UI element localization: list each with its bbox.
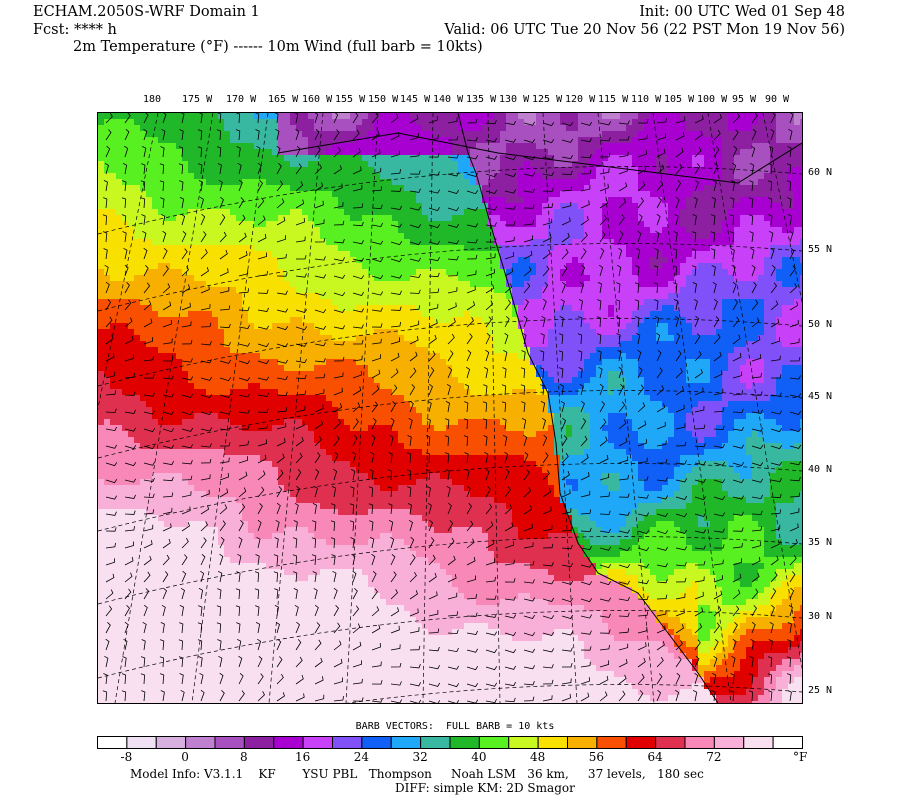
color-bar-tick-label: -8	[120, 750, 133, 764]
longitude-label: 160 W	[302, 94, 333, 105]
longitude-label: 145 W	[400, 94, 431, 105]
longitude-label: 135 W	[466, 94, 497, 105]
latitude-label: 55 N	[808, 244, 833, 255]
longitude-label: 150 W	[368, 94, 399, 105]
longitude-label: 155 W	[335, 94, 366, 105]
longitude-label: 100 W	[697, 94, 728, 105]
latitude-label: 60 N	[808, 167, 833, 178]
color-bar-swatch	[537, 736, 568, 749]
latitude-label: 45 N	[808, 391, 833, 402]
color-bar-tick-label: 56	[588, 750, 605, 764]
color-bar-tick-label: 32	[412, 750, 428, 764]
color-bar-swatch	[596, 736, 627, 749]
forecast-hour: Fcst: **** h	[33, 22, 117, 38]
color-bar-swatch	[332, 736, 363, 749]
color-bar-swatch	[508, 736, 539, 749]
latitude-label: 30 N	[808, 611, 833, 622]
longitude-label: 130 W	[499, 94, 530, 105]
color-bar-swatch	[273, 736, 304, 749]
longitude-label: 125 W	[532, 94, 563, 105]
longitude-label: 140 W	[433, 94, 464, 105]
temperature-field	[98, 113, 802, 703]
wind-barbs	[102, 113, 802, 703]
color-bar-tick-label: 48	[529, 750, 546, 764]
longitude-label: 180	[142, 94, 162, 105]
temperature-wind-map	[97, 112, 803, 704]
color-bar-swatch	[243, 736, 275, 749]
color-bar-tick-label: 64	[647, 750, 663, 764]
color-bar-tick-label: 8	[240, 750, 248, 764]
color-bar-swatch	[97, 736, 128, 749]
color-bar-swatch	[390, 736, 422, 749]
color-bar-swatch	[713, 736, 745, 749]
color-bar-swatch	[126, 736, 157, 749]
coastline	[277, 113, 802, 703]
longitude-label: 170 W	[226, 94, 257, 105]
color-bar-swatch	[743, 736, 774, 749]
longitude-label: 105 W	[664, 94, 695, 105]
color-bar-tick-label: 72	[706, 750, 722, 764]
longitude-label: 115 W	[598, 94, 629, 105]
color-bar-swatch	[772, 736, 803, 749]
diff-info: DIFF: simple KM: 2D Smagor	[395, 781, 575, 795]
latitude-label: 35 N	[808, 537, 833, 548]
unit-label: °F	[793, 750, 808, 764]
valid-time: Valid: 06 UTC Tue 20 Nov 56 (22 PST Mon …	[444, 22, 845, 38]
color-bar-swatch	[155, 736, 187, 749]
longitude-label: 165 W	[268, 94, 299, 105]
color-bar-swatch	[302, 736, 333, 749]
longitude-label: 110 W	[631, 94, 662, 105]
map-title: ECHAM.2050S-WRF Domain 1	[33, 4, 260, 20]
longitude-label: 120 W	[565, 94, 596, 105]
latitude-label: 25 N	[808, 685, 833, 696]
model-info: Model Info: V3.1.1 KF YSU PBL Thompson N…	[130, 767, 704, 781]
color-bar-swatch	[420, 736, 451, 749]
color-bar-swatch	[449, 736, 480, 749]
color-bar	[97, 736, 803, 749]
color-bar-tick-label: 24	[353, 750, 370, 764]
init-time: Init: 00 UTC Wed 01 Sep 48	[639, 4, 845, 20]
color-bar-swatch	[478, 736, 510, 749]
color-bar-swatch	[684, 736, 715, 749]
color-bar-swatch	[361, 736, 392, 749]
latitude-label: 40 N	[808, 464, 833, 475]
color-bar-tick-label: 16	[294, 750, 311, 764]
latitude-label: 50 N	[808, 319, 833, 330]
longitude-label: 175 W	[182, 94, 213, 105]
color-bar-swatch	[567, 736, 598, 749]
color-bar-tick-label: 0	[181, 750, 189, 764]
legend-title: BARB VECTORS: FULL BARB = 10 kts	[355, 721, 555, 732]
color-bar-tick-label: 40	[471, 750, 487, 764]
longitude-label: 95 W	[731, 94, 757, 105]
field-description: 2m Temperature (°F) ------ 10m Wind (ful…	[73, 39, 483, 55]
longitude-label: 90 W	[764, 94, 790, 105]
color-bar-swatch	[625, 736, 657, 749]
color-bar-swatch	[185, 736, 216, 749]
color-bar-swatch	[214, 736, 245, 749]
color-bar-swatch	[655, 736, 686, 749]
